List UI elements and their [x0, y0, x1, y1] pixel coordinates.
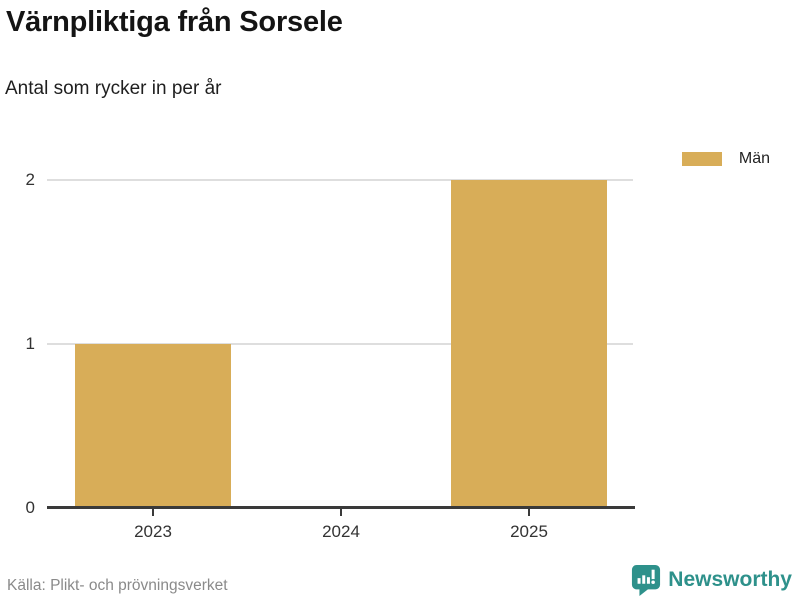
x-axis-tick-label: 2024 — [322, 522, 360, 541]
x-axis-tick-label: 2023 — [134, 522, 172, 541]
bar-chart-speech-bubble-icon — [632, 565, 661, 596]
legend-swatch-man — [681, 152, 722, 166]
page-title: Värnpliktiga från Sorsele — [6, 6, 343, 38]
source-note: Källa: Plikt- och prövningsverket — [7, 577, 228, 594]
newsworthy-logo[interactable]: Newsworthy — [631, 564, 792, 596]
x-axis-tick — [152, 509, 154, 516]
bar-2025 — [451, 180, 607, 508]
gridline-1 — [47, 343, 633, 345]
chart-subtitle: Antal som rycker in per år — [5, 78, 222, 99]
y-axis-tick-label: 0 — [25, 498, 35, 517]
y-axis-tick-label: 2 — [25, 170, 35, 189]
plot-area: 0 1 2 2023 2024 2025 — [0, 170, 800, 541]
legend: Män — [681, 150, 770, 168]
x-axis-line — [47, 506, 635, 509]
y-axis-tick-label: 1 — [25, 334, 35, 353]
x-axis-tick — [340, 509, 342, 516]
x-axis-tick — [528, 509, 530, 516]
newsworthy-wordmark: Newsworthy — [668, 568, 792, 591]
gridline-2 — [47, 179, 633, 181]
bar-2023 — [75, 344, 231, 508]
x-axis-tick-label: 2025 — [510, 522, 548, 541]
legend-label-man: Män — [738, 150, 770, 167]
